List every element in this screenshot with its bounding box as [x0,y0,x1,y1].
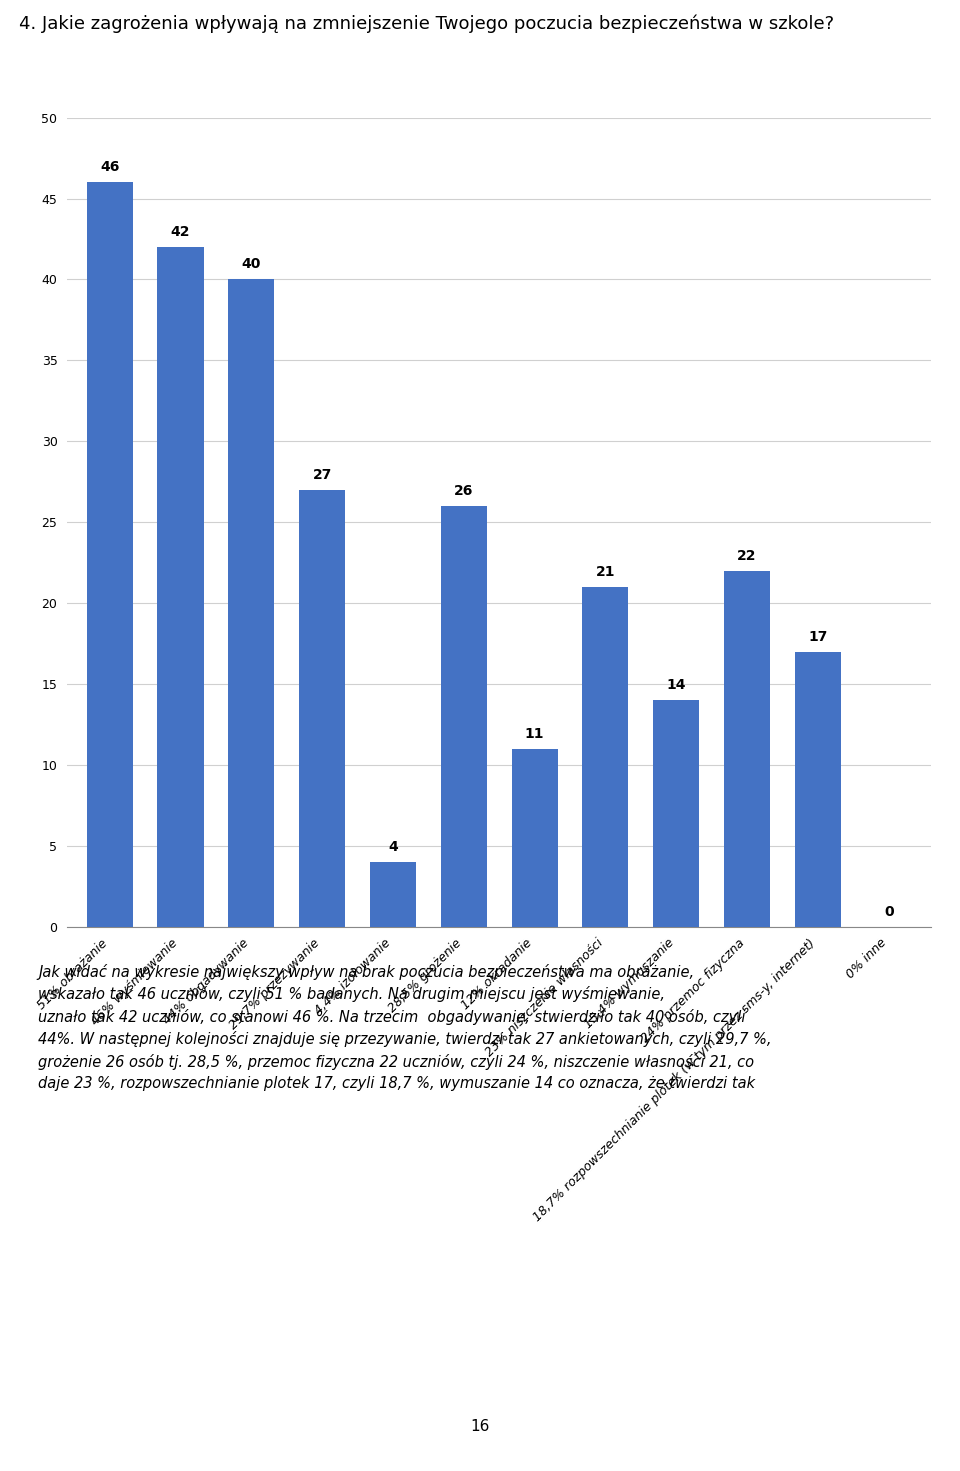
Text: 4: 4 [388,840,397,853]
Bar [653,700,699,927]
Text: 16: 16 [470,1420,490,1434]
Bar [441,506,487,927]
Bar [583,587,629,927]
Bar [228,279,275,927]
Text: 42: 42 [171,225,190,238]
Bar [795,652,841,927]
Bar [300,490,346,927]
Bar [724,571,770,927]
Bar [512,749,558,927]
Text: 40: 40 [242,257,261,271]
Text: 27: 27 [312,468,332,481]
Text: 17: 17 [808,630,828,644]
Text: 14: 14 [666,678,686,691]
Bar [370,862,416,927]
Text: 21: 21 [595,565,615,578]
Text: 46: 46 [100,160,119,174]
Bar [157,247,204,927]
Text: 26: 26 [454,484,473,497]
Text: Jak widać na wykresie największy wpływ na brak poczucia bezpieczeństwa ma obraża: Jak widać na wykresie największy wpływ n… [38,964,772,1090]
Text: 4. Jakie zagrożenia wpływają na zmniejszenie Twojego poczucia bezpieczeństwa w s: 4. Jakie zagrożenia wpływają na zmniejsz… [19,15,834,34]
Text: 22: 22 [737,549,756,562]
Text: 0: 0 [884,905,894,918]
Bar [86,182,132,927]
Text: 11: 11 [525,727,544,741]
